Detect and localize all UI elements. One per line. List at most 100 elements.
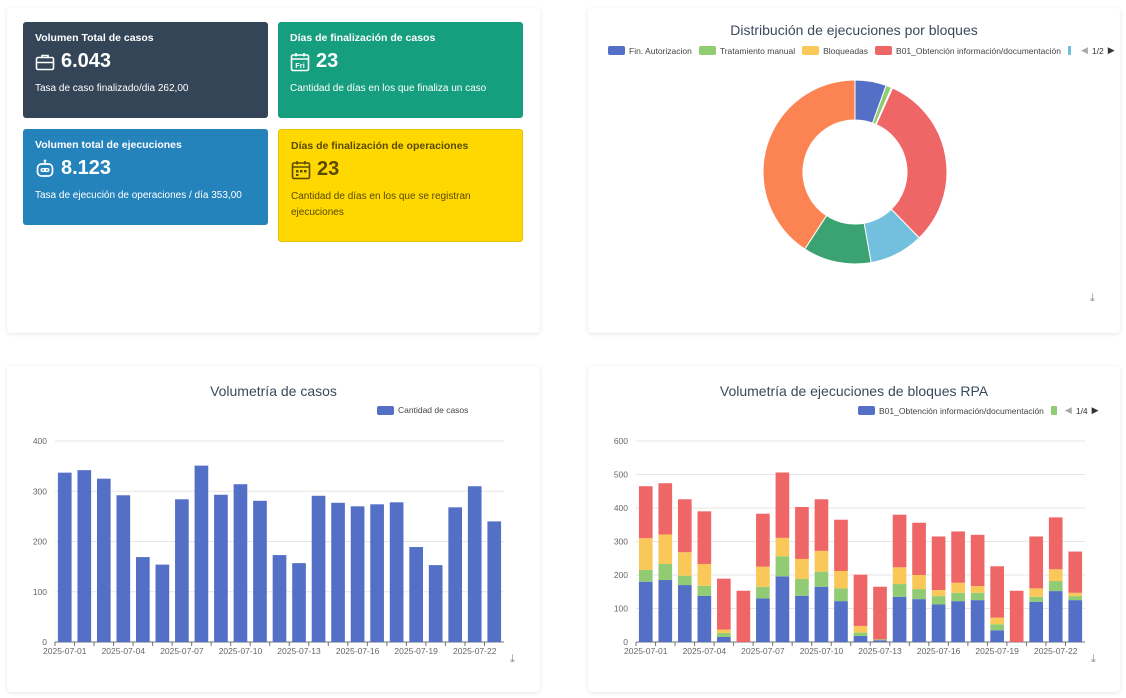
bar-3-1[interactable] (658, 483, 673, 535)
bar-3-3[interactable] (697, 511, 712, 564)
bar-2-2[interactable] (677, 552, 692, 576)
bar-3-18[interactable] (990, 566, 1004, 618)
bar-0-12[interactable] (292, 563, 306, 642)
legend-item[interactable]: Bloqueadas (802, 46, 868, 56)
bar-1-17[interactable] (970, 592, 985, 601)
bar-0-22[interactable] (1068, 600, 1083, 642)
bar-0-10[interactable] (253, 500, 267, 642)
legend-item[interactable]: Tratamiento manual (698, 46, 795, 56)
bar-0-11[interactable] (272, 555, 287, 642)
bar-3-5[interactable] (736, 590, 751, 642)
bar-2-14[interactable] (912, 575, 926, 590)
bar-3-2[interactable] (677, 499, 692, 553)
bar-3-17[interactable] (970, 534, 985, 587)
donut-slice-6[interactable] (762, 79, 856, 250)
bar-2-8[interactable] (795, 558, 809, 580)
bar-3-14[interactable] (912, 522, 926, 575)
bar-1-15[interactable] (931, 596, 946, 605)
bar-0-15[interactable] (350, 506, 365, 642)
bar-0-9[interactable] (814, 586, 829, 642)
bar-3-8[interactable] (795, 506, 809, 559)
download-icon[interactable]: ⤓ (510, 653, 515, 665)
bar-1-20[interactable] (1029, 596, 1044, 602)
legend-item[interactable]: B01_Obtención información/documentación (858, 406, 1044, 416)
bar-2-1[interactable] (658, 534, 673, 564)
bar-3-21[interactable] (1048, 517, 1063, 570)
legend-next-icon[interactable]: ▶ (1107, 45, 1115, 55)
bar-0-13[interactable] (311, 495, 326, 642)
bar-0-2[interactable] (96, 478, 111, 642)
bar-2-16[interactable] (951, 582, 965, 593)
bar-3-11[interactable] (853, 574, 868, 626)
bar-2-21[interactable] (1048, 569, 1063, 582)
bar-0-17[interactable] (970, 600, 985, 642)
bar-3-22[interactable] (1068, 551, 1083, 593)
bar-1-22[interactable] (1068, 596, 1083, 601)
bar-0-16[interactable] (951, 601, 965, 642)
bar-0-20[interactable] (448, 507, 463, 642)
bar-1-10[interactable] (834, 588, 848, 602)
bar-0-16[interactable] (370, 504, 384, 642)
bar-1-1[interactable] (658, 563, 673, 581)
legend-next-icon[interactable]: ▶ (1091, 405, 1099, 415)
bar-0-21[interactable] (467, 486, 482, 642)
bar-1-13[interactable] (892, 584, 907, 597)
bar-2-20[interactable] (1029, 588, 1044, 597)
donut-slice-3[interactable] (875, 87, 948, 239)
bar-3-19[interactable] (1009, 590, 1024, 642)
bar-2-0[interactable] (638, 538, 653, 570)
bar-2-17[interactable] (970, 586, 985, 593)
bar-0-2[interactable] (677, 585, 692, 642)
bar-0-18[interactable] (409, 547, 423, 642)
bar-0-15[interactable] (931, 604, 946, 642)
bar-3-7[interactable] (775, 472, 790, 538)
bar-3-12[interactable] (873, 586, 887, 640)
bar-0-7[interactable] (775, 576, 790, 642)
bar-1-3[interactable] (697, 585, 712, 596)
bar-0-1[interactable] (77, 470, 92, 642)
bar-0-0[interactable] (638, 581, 653, 642)
bar-1-9[interactable] (814, 571, 829, 587)
bar-2-15[interactable] (931, 590, 946, 597)
bar-2-9[interactable] (814, 550, 829, 572)
legend-item[interactable]: Cantidad de casos (377, 405, 468, 415)
bar-0-3[interactable] (116, 495, 131, 642)
bar-0-13[interactable] (892, 596, 907, 642)
bar-2-11[interactable] (853, 625, 868, 633)
bar-1-4[interactable] (717, 632, 731, 637)
bar-1-7[interactable] (775, 556, 790, 577)
bar-0-21[interactable] (1048, 591, 1063, 642)
bar-2-13[interactable] (892, 567, 907, 585)
bar-0-14[interactable] (331, 502, 345, 642)
bar-3-10[interactable] (834, 519, 848, 571)
bar-0-19[interactable] (428, 565, 443, 642)
bar-0-20[interactable] (1029, 601, 1044, 642)
legend-item[interactable]: Fin. Autorizacion (608, 46, 692, 56)
bar-2-18[interactable] (990, 617, 1004, 625)
bar-0-22[interactable] (487, 521, 502, 642)
bar-0-9[interactable] (233, 484, 248, 642)
bar-0-6[interactable] (175, 499, 189, 642)
bar-1-16[interactable] (951, 592, 965, 602)
bar-1-11[interactable] (853, 632, 868, 636)
legend-prev-icon[interactable]: ◀ (1080, 45, 1088, 55)
bar-0-10[interactable] (834, 601, 848, 642)
bar-0-8[interactable] (214, 494, 228, 642)
bar-2-22[interactable] (1068, 592, 1083, 597)
bar-0-6[interactable] (756, 598, 770, 642)
bar-3-9[interactable] (814, 499, 829, 551)
bar-1-18[interactable] (990, 624, 1004, 631)
bar-0-1[interactable] (658, 580, 673, 642)
bar-2-6[interactable] (756, 566, 770, 587)
bar-3-0[interactable] (638, 486, 653, 539)
legend-prev-icon[interactable]: ◀ (1064, 405, 1072, 415)
bar-0-5[interactable] (155, 564, 170, 642)
legend-item[interactable]: B01_Obtención información/documentación (875, 46, 1061, 56)
bar-0-4[interactable] (136, 557, 150, 642)
bar-2-10[interactable] (834, 570, 848, 589)
bar-3-13[interactable] (892, 514, 907, 568)
bar-0-14[interactable] (912, 599, 926, 642)
bar-3-20[interactable] (1029, 536, 1044, 589)
bar-1-21[interactable] (1048, 581, 1063, 592)
bar-0-18[interactable] (990, 630, 1004, 642)
